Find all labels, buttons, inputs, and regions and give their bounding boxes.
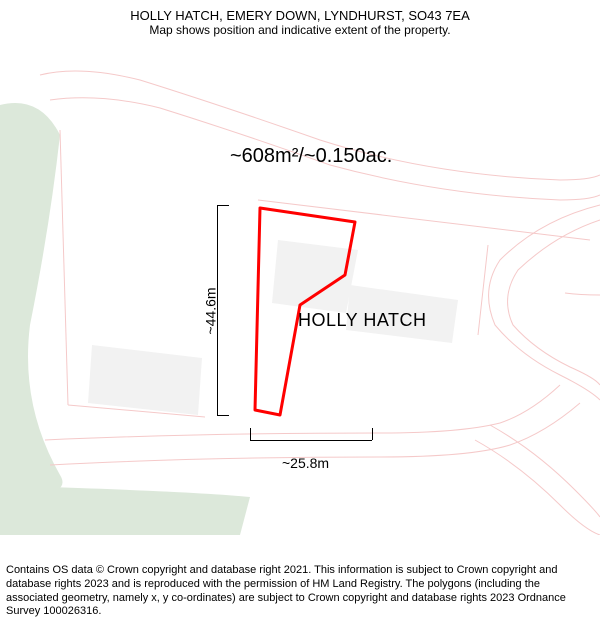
area-label: ~608m²/~0.150ac. xyxy=(230,145,392,168)
horizontal-dim-value: ~25.8m xyxy=(282,455,329,471)
map-area: ~608m²/~0.150ac. HOLLY HATCH ~44.6m ~25.… xyxy=(0,45,600,535)
footer-attribution: Contains OS data © Crown copyright and d… xyxy=(6,564,594,619)
subtitle: Map shows position and indicative extent… xyxy=(10,23,590,37)
header: HOLLY HATCH, EMERY DOWN, LYNDHURST, SO43… xyxy=(0,0,600,39)
property-label: HOLLY HATCH xyxy=(298,310,427,331)
address-title: HOLLY HATCH, EMERY DOWN, LYNDHURST, SO43… xyxy=(10,8,590,23)
